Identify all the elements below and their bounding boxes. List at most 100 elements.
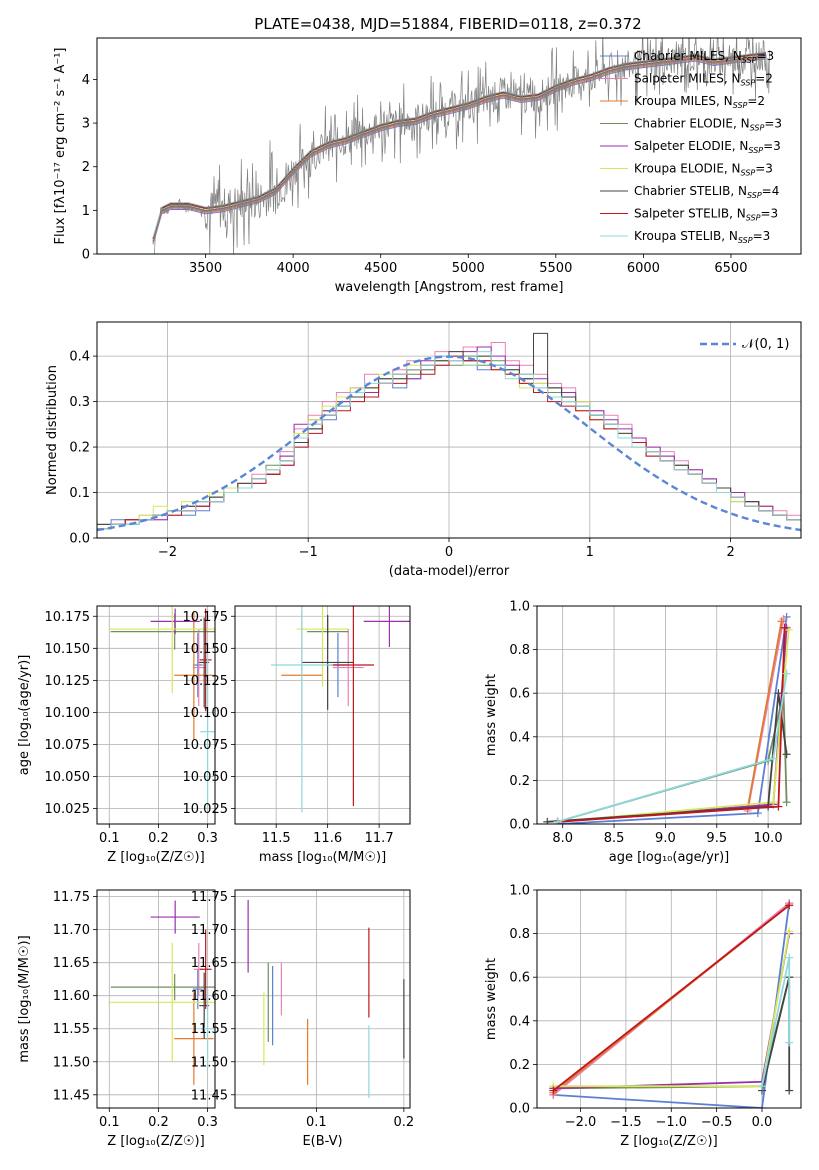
chart-mass-weight-vs-Z: −2.0 −1.5 −1.0 −0.5 0.0 0.0 0.2 0.4 0.6 0.8 1.0 Z [… — [484, 884, 802, 1149]
x-tick-label: 11.5 — [262, 831, 291, 846]
y-tick-label: 11.65 — [191, 956, 228, 971]
mass-weight-line — [552, 904, 790, 1092]
mass-weight-line — [557, 629, 790, 823]
y-tick-label: 11.75 — [191, 890, 228, 905]
axes-frame — [96, 605, 216, 825]
chart-mass-weight-vs-age: 8.0 8.5 9.0 9.5 10.0 0.0 0.2 0.4 0.6 0.8 1.0 age [l… — [484, 600, 802, 865]
y-tick-label: 11.70 — [53, 923, 90, 938]
x-tick-label: 11.6 — [313, 831, 342, 846]
y-tick-label: 0.0 — [509, 1102, 530, 1117]
errorbar-point — [174, 992, 214, 1085]
mass-weight-line — [746, 621, 783, 809]
y-tick-label: 0.4 — [69, 350, 90, 365]
y-tick-label: 10.075 — [45, 738, 91, 753]
y-tick-label: 0.1 — [69, 486, 90, 501]
chart-age-vs-mass: 11.5 11.6 11.7 10.025 10.050 10.075 10.100 10.1… — [183, 605, 411, 865]
x-tick-label: 6000 — [627, 261, 660, 276]
x-tick-label: −1.5 — [610, 1115, 642, 1130]
y-tick-label: 1.0 — [509, 600, 530, 615]
plot-area — [152, 38, 770, 254]
x-tick-label: 9.5 — [706, 831, 727, 846]
x-tick-label: 11.7 — [365, 831, 394, 846]
y-tick-label: 11.75 — [53, 890, 90, 905]
x-tick-label: 5500 — [539, 261, 572, 276]
y-tick-label: 3 — [82, 117, 90, 132]
y-tick-label: 0.6 — [509, 687, 530, 702]
legend-entry: Chabrier STELIB, NSSP=4 — [634, 184, 779, 200]
y-tick-label: 10.025 — [45, 802, 91, 817]
y-axis-label: mass weight — [484, 674, 499, 756]
y-tick-label: 11.65 — [53, 956, 90, 971]
axes-frame — [96, 889, 216, 1109]
errorbar-point — [332, 606, 374, 807]
plot-area — [549, 899, 794, 1108]
mass-weight-line — [557, 693, 788, 823]
x-tick-label: 4000 — [277, 261, 310, 276]
y-tick-label: 10.150 — [183, 642, 229, 657]
y-axis-label: Normed distribution — [45, 365, 60, 495]
plot-area — [247, 899, 405, 1099]
histogram-series-8 — [97, 351, 801, 538]
x-axis-label: (data-model)/error — [389, 564, 510, 579]
y-tick-label: 0.6 — [509, 971, 530, 986]
x-tick-label: 0.1 — [99, 1115, 120, 1130]
mass-weight-line — [547, 693, 788, 823]
y-tick-label: 11.60 — [191, 989, 228, 1004]
panels: 3500 4000 4500 5000 5500 6000 6500 0 1 2 3 4 wavelen… — [17, 37, 802, 1149]
errorbar-point — [174, 611, 214, 740]
y-tick-label: 4 — [82, 73, 90, 88]
y-tick-label: 10.175 — [45, 610, 91, 625]
legend-entry: Salpeter MILES, NSSP=2 — [634, 72, 773, 88]
x-tick-label: 8.5 — [604, 831, 625, 846]
axes-frame — [536, 889, 802, 1109]
x-tick-label: 0.0 — [752, 1115, 773, 1130]
x-tick-label: −2.0 — [565, 1115, 597, 1130]
y-tick-label: 11.45 — [191, 1088, 228, 1103]
x-axis-label: Z [log₁₀(Z/Z☉)] — [620, 1134, 717, 1149]
x-axis-label: age [log₁₀(age/yr)] — [609, 850, 730, 865]
y-tick-label: 10.075 — [183, 738, 229, 753]
y-tick-label: 10.125 — [183, 674, 229, 689]
legend-entry: Kroupa MILES, NSSP=2 — [634, 94, 765, 110]
legend-entry: Chabrier ELODIE, NSSP=3 — [634, 117, 782, 133]
y-tick-label: 10.150 — [45, 642, 91, 657]
mass-weight-line — [557, 673, 788, 823]
plot-area — [543, 612, 793, 824]
x-axis-label: Z [log₁₀(Z/Z☉)] — [107, 850, 204, 865]
x-axis-label: mass [log₁₀(M/M☉)] — [259, 850, 386, 865]
x-tick-label: 0 — [445, 545, 453, 560]
errorbar-point — [110, 973, 215, 1001]
x-tick-label: −1.0 — [655, 1115, 687, 1130]
y-axis-label: Flux [fλ10⁻¹⁷ erg cm⁻² s⁻¹ A⁻¹] — [53, 48, 68, 245]
legend-entry: Chabrier MILES, NSSP=3 — [634, 49, 774, 65]
x-tick-label: 9.0 — [655, 831, 676, 846]
mass-weight-line — [557, 616, 788, 824]
y-tick-label: 10.025 — [183, 802, 229, 817]
y-tick-label: 11.55 — [191, 1022, 228, 1037]
y-axis-label: mass weight — [484, 958, 499, 1040]
errorbar-point — [199, 608, 212, 712]
x-tick-label: 0.1 — [99, 831, 120, 846]
y-tick-label: 11.50 — [53, 1055, 90, 1070]
spectrum-data-line — [153, 38, 770, 254]
y-tick-label: 0.2 — [509, 774, 530, 789]
y-tick-label: 1.0 — [509, 884, 530, 899]
plot-area — [271, 606, 410, 813]
y-tick-label: 11.70 — [191, 923, 228, 938]
y-tick-label: 10.050 — [45, 770, 91, 785]
legend-entry: Kroupa ELODIE, NSSP=3 — [634, 162, 773, 178]
x-axis-label: Z [log₁₀(Z/Z☉)] — [107, 1134, 204, 1149]
x-tick-label: −0.5 — [701, 1115, 733, 1130]
x-axis-label: E(B-V) — [302, 1134, 342, 1149]
y-tick-label: 11.50 — [191, 1055, 228, 1070]
y-tick-label: 10.175 — [183, 610, 229, 625]
x-tick-label: 4500 — [364, 261, 397, 276]
y-tick-label: 1 — [82, 204, 90, 219]
y-tick-label: 0.8 — [509, 643, 530, 658]
figure-title: PLATE=0438, MJD=51884, FIBERID=0118, z=0… — [254, 15, 641, 33]
y-tick-label: 0.0 — [509, 818, 530, 833]
y-tick-label: 0 — [82, 248, 90, 263]
y-axis-label: mass [log₁₀(M/M☉)] — [17, 935, 32, 1062]
x-tick-label: 0.3 — [197, 831, 218, 846]
axes-frame — [96, 37, 802, 255]
